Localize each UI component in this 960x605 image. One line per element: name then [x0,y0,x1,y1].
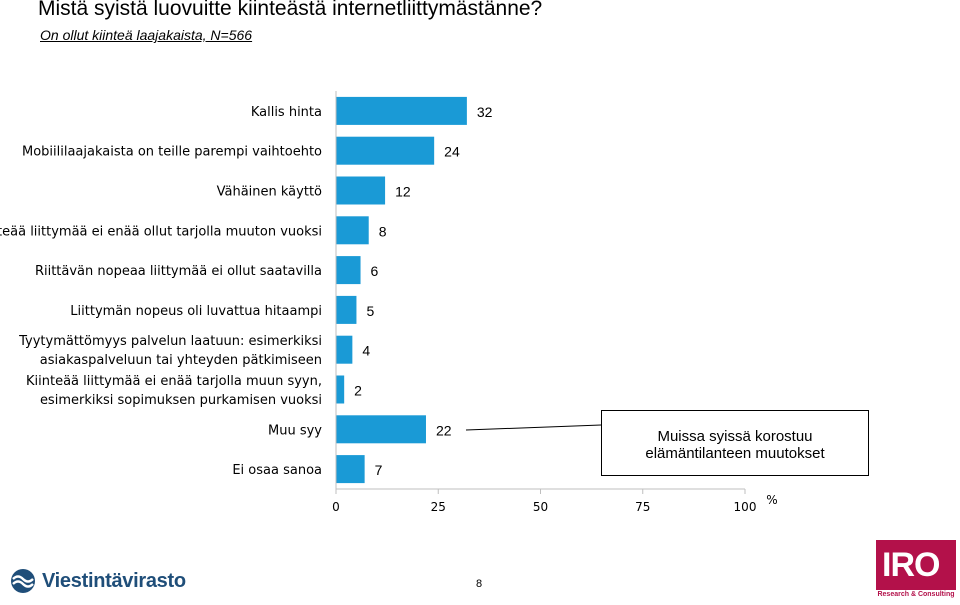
category-label-7-line-2: asiakaspalveluun tai yhteyden pätkimisee… [40,353,322,368]
value-label-6: 5 [366,303,374,319]
iro-logo-box: IRO [876,540,956,590]
category-label-6: Liittymän nopeus oli luvattua hitaampi [70,304,322,319]
bars [336,96,467,484]
category-label-5: Riittävän nopeaa liittymää ei ollut saat… [35,264,322,279]
category-labels: Kallis hinta Mobiililaajakaista on teille… [0,105,322,478]
iro-wordmark: IRO [882,546,940,584]
category-label-1: Kallis hinta [251,105,322,120]
bar-2 [336,136,435,165]
bar-4 [336,216,369,245]
page-number: 8 [476,578,483,590]
callout-line-2: elämäntilanteen muutokset [645,445,825,462]
value-label-3: 12 [395,184,411,200]
chart-subtitle: On ollut kiinteä laajakaista, N=566 [40,27,253,43]
bar-10 [336,455,365,484]
x-tick-label-25: 25 [431,500,446,514]
bar-7 [336,335,353,364]
value-label-5: 6 [371,263,379,279]
value-label-10: 7 [375,462,383,478]
category-label-8-line-1: Kiinteää liittymää ei enää tarjolla muun… [26,374,322,389]
callout-connector [465,424,602,431]
bar-chart: Kallis hinta Mobiililaajakaista on teille… [0,91,778,514]
bar-5 [336,256,361,285]
value-label-1: 32 [477,104,493,120]
axes: 0 25 50 75 100% [332,91,778,514]
value-label-4: 8 [379,223,387,239]
bar-3 [336,176,386,205]
iro-logo: IRO Research & Consulting [876,540,956,602]
callout-line-1: Muissa syissä korostuu [657,428,813,445]
value-label-8: 2 [354,383,362,399]
wave-logo-icon [11,569,35,593]
bar-9 [336,415,426,444]
category-label-10: Ei osaa sanoa [232,463,322,478]
chart-title: Mistä syistä luovuitte kiinteästä intern… [38,0,543,20]
category-label-7-line-1: Tyytymättömyys palvelun laatuun: esimerk… [18,334,322,349]
value-label-7: 4 [362,343,370,359]
category-label-2: Mobiililaajakaista on teille parempi vai… [22,145,322,160]
category-label-3: Vähäinen käyttö [217,185,322,200]
callout-box: Muissa syissä korostuu elämäntilanteen m… [601,410,869,476]
category-label-9: Muu syy [268,423,322,438]
value-label-9: 22 [436,422,452,438]
bar-1 [336,96,467,125]
x-axis-unit: % [766,493,777,507]
x-tick-label-50: 50 [533,500,548,514]
bar-8 [336,375,345,404]
viestintavirasto-logo: Viestintävirasto [10,566,186,596]
category-label-4: Kiinteää liittymää ei enää ollut tarjoll… [0,224,322,239]
x-tick-label-0: 0 [332,500,340,514]
viestintavirasto-wordmark: Viestintävirasto [42,569,186,592]
category-label-8-line-2: esimerkiksi sopimuksen purkamisen vuoksi [40,393,322,408]
bar-6 [336,295,357,324]
x-tick-label-100: 100 [734,500,757,514]
x-tick-label-75: 75 [635,500,650,514]
value-label-2: 24 [444,144,460,160]
iro-tagline: Research & Consulting [877,591,955,598]
